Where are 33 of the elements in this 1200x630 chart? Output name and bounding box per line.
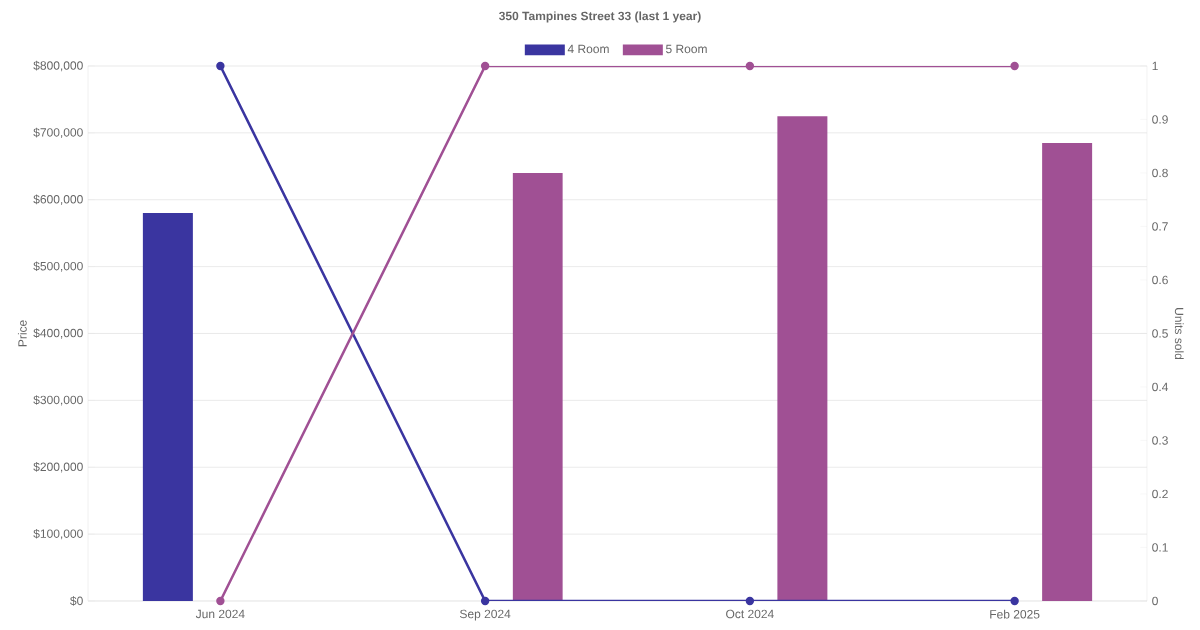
x-tick-label: Jun 2024 (195, 609, 245, 619)
y2-tick-label: 1 (1152, 61, 1158, 71)
x-tick-label: Oct 2024 (726, 609, 774, 619)
y-tick-label: $200,000 (33, 462, 83, 473)
legend-label: 4 Room (567, 44, 609, 54)
y2-tick-label: 0.6 (1152, 275, 1168, 285)
x-tick-label: Sep 2024 (459, 609, 511, 621)
bar (142, 213, 193, 601)
y-tick-label: $600,000 (33, 194, 83, 205)
y-tick-label: $100,000 (33, 528, 83, 540)
y2-tick-label: 0.2 (1152, 489, 1168, 499)
legend-label: 5 Room (665, 44, 707, 54)
y2-tick-label: 0.9 (1152, 115, 1168, 124)
y-tick-label: $400,000 (33, 328, 83, 339)
y2-tick-label: 0 (1152, 596, 1158, 606)
y-tick-label: $0 (70, 596, 83, 606)
y2-tick-label: 0.4 (1152, 382, 1169, 392)
bar (512, 172, 563, 601)
y-tick-label: $300,000 (33, 395, 83, 406)
y-tick-label: $500,000 (33, 261, 83, 272)
y2-tick-label: 0.8 (1152, 168, 1168, 178)
y2-tick-label: 0.3 (1152, 436, 1168, 445)
y2-tick-label: 0.1 (1152, 543, 1168, 552)
y2-tick-label: 0.7 (1152, 222, 1168, 231)
bar (777, 116, 828, 601)
y-tick-label: $800,000 (33, 60, 83, 72)
chart-title: 350 Tampines Street 33 (last 1 year) (499, 11, 701, 23)
y-tick-label: $700,000 (33, 127, 83, 139)
y-axis-title: Price (17, 320, 27, 347)
y2-tick-label: 0.5 (1152, 329, 1168, 338)
x-tick-label: Feb 2025 (990, 609, 1040, 619)
bar (1042, 142, 1093, 601)
y2-axis-title: Units sold (1174, 308, 1184, 360)
